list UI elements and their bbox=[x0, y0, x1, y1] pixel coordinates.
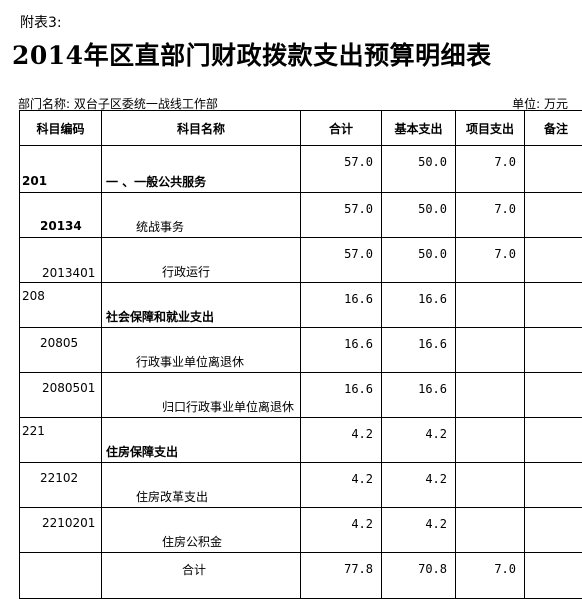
row-note bbox=[525, 373, 582, 418]
row-total: 4.2 bbox=[301, 418, 382, 463]
row-basic: 4.2 bbox=[382, 508, 456, 553]
row-code: 2080501 bbox=[20, 373, 102, 418]
row-code: 208 bbox=[20, 283, 102, 328]
total-basic: 70.8 bbox=[382, 553, 456, 599]
row-code: 221 bbox=[20, 418, 102, 463]
row-code: 20134 bbox=[20, 193, 102, 238]
row-code: 22102 bbox=[20, 463, 102, 508]
row-basic: 16.6 bbox=[382, 373, 456, 418]
row-project bbox=[456, 463, 525, 508]
row-note bbox=[525, 238, 582, 283]
total-label: 合计 bbox=[102, 553, 301, 599]
table-row: 201 一 、一般公共服务 57.0 50.0 7.0 bbox=[20, 146, 582, 193]
row-name: 住房公积金 bbox=[102, 508, 301, 553]
row-name: 行政事业单位离退休 bbox=[102, 328, 301, 373]
row-total: 16.6 bbox=[301, 328, 382, 373]
total-row: 合计 77.8 70.8 7.0 bbox=[20, 553, 582, 599]
total-code bbox=[20, 553, 102, 599]
row-note bbox=[525, 146, 582, 193]
row-basic: 4.2 bbox=[382, 418, 456, 463]
row-total: 57.0 bbox=[301, 193, 382, 238]
row-code: 2210201 bbox=[20, 508, 102, 553]
row-basic: 50.0 bbox=[382, 193, 456, 238]
row-project: 7.0 bbox=[456, 238, 525, 283]
header-row: 科目编码 科目名称 合计 基本支出 项目支出 备注 bbox=[20, 111, 582, 146]
row-basic: 50.0 bbox=[382, 238, 456, 283]
row-total: 4.2 bbox=[301, 463, 382, 508]
header-basic: 基本支出 bbox=[382, 111, 456, 146]
header-total: 合计 bbox=[301, 111, 382, 146]
row-project bbox=[456, 328, 525, 373]
row-name: 归口行政事业单位离退休 bbox=[102, 373, 301, 418]
total-project: 7.0 bbox=[456, 553, 525, 599]
row-total: 16.6 bbox=[301, 283, 382, 328]
row-project bbox=[456, 418, 525, 463]
header-code: 科目编码 bbox=[20, 111, 102, 146]
row-project: 7.0 bbox=[456, 146, 525, 193]
header-name: 科目名称 bbox=[102, 111, 301, 146]
row-name: 社会保障和就业支出 bbox=[102, 283, 301, 328]
row-project bbox=[456, 283, 525, 328]
row-code: 201 bbox=[20, 146, 102, 193]
page-title: 2014年区直部门财政拨款支出预算明细表 bbox=[12, 36, 572, 72]
row-note bbox=[525, 463, 582, 508]
header-note: 备注 bbox=[525, 111, 582, 146]
row-note bbox=[525, 328, 582, 373]
row-name: 住房保障支出 bbox=[102, 418, 301, 463]
row-name: 统战事务 bbox=[102, 193, 301, 238]
table-row: 221 住房保障支出 4.2 4.2 bbox=[20, 418, 582, 463]
table-row: 2210201 住房公积金 4.2 4.2 bbox=[20, 508, 582, 553]
row-basic: 4.2 bbox=[382, 463, 456, 508]
row-basic: 16.6 bbox=[382, 283, 456, 328]
row-total: 16.6 bbox=[301, 373, 382, 418]
header-project: 项目支出 bbox=[456, 111, 525, 146]
row-project: 7.0 bbox=[456, 193, 525, 238]
row-name: 行政运行 bbox=[102, 238, 301, 283]
total-total: 77.8 bbox=[301, 553, 382, 599]
row-total: 4.2 bbox=[301, 508, 382, 553]
row-note bbox=[525, 508, 582, 553]
total-note bbox=[525, 553, 582, 599]
row-basic: 16.6 bbox=[382, 328, 456, 373]
row-name: 住房改革支出 bbox=[102, 463, 301, 508]
row-note bbox=[525, 283, 582, 328]
table-row: 20805 行政事业单位离退休 16.6 16.6 bbox=[20, 328, 582, 373]
row-total: 57.0 bbox=[301, 146, 382, 193]
budget-table: 科目编码 科目名称 合计 基本支出 项目支出 备注 201 一 、一般公共服务 … bbox=[19, 110, 582, 599]
table-row: 2080501 归口行政事业单位离退休 16.6 16.6 bbox=[20, 373, 582, 418]
row-project bbox=[456, 508, 525, 553]
attachment-label: 附表3: bbox=[20, 12, 62, 32]
row-note bbox=[525, 193, 582, 238]
table-row: 22102 住房改革支出 4.2 4.2 bbox=[20, 463, 582, 508]
row-code: 2013401 bbox=[20, 238, 102, 283]
row-note bbox=[525, 418, 582, 463]
table-row: 20134 统战事务 57.0 50.0 7.0 bbox=[20, 193, 582, 238]
row-name: 一 、一般公共服务 bbox=[102, 146, 301, 193]
table-row: 208 社会保障和就业支出 16.6 16.6 bbox=[20, 283, 582, 328]
row-code: 20805 bbox=[20, 328, 102, 373]
table-row: 2013401 行政运行 57.0 50.0 7.0 bbox=[20, 238, 582, 283]
row-project bbox=[456, 373, 525, 418]
row-basic: 50.0 bbox=[382, 146, 456, 193]
row-total: 57.0 bbox=[301, 238, 382, 283]
